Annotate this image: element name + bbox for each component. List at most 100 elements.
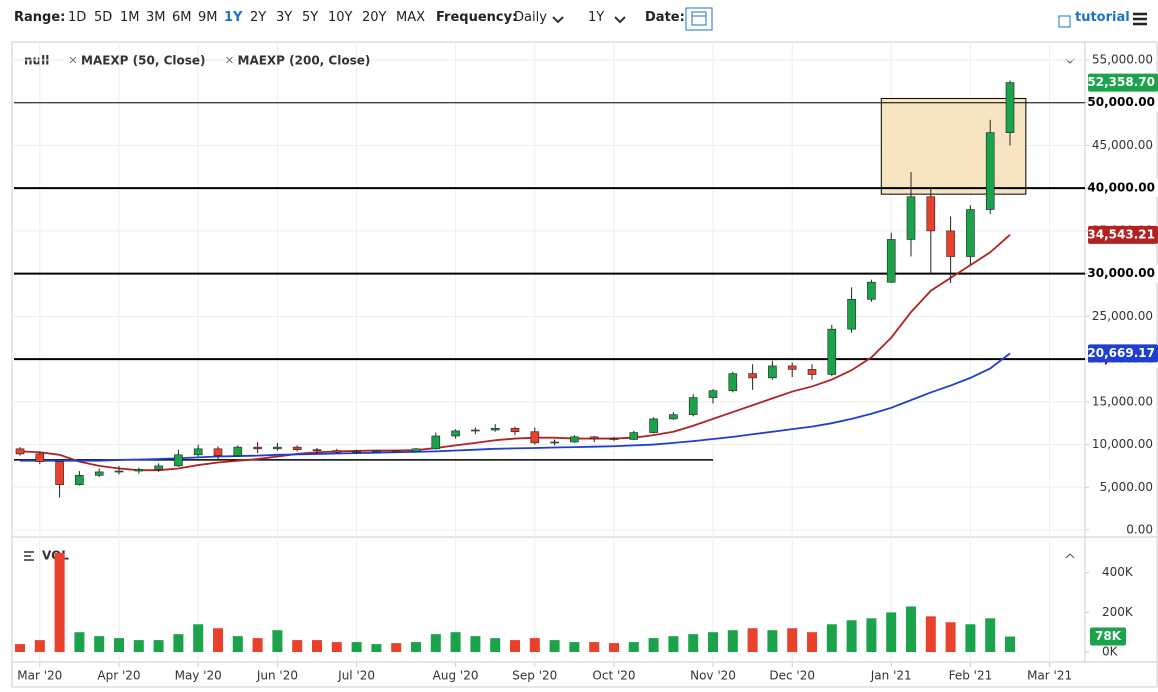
range-button[interactable]: 1M bbox=[120, 10, 140, 25]
volume-bar bbox=[252, 638, 263, 652]
volume-bar bbox=[767, 630, 778, 652]
range-button[interactable]: 9M bbox=[198, 10, 218, 25]
expand-icon[interactable] bbox=[1065, 553, 1075, 559]
candle-body bbox=[669, 414, 678, 420]
volume-bar bbox=[906, 606, 916, 652]
x-tick-label: Sep '20 bbox=[512, 669, 557, 683]
volume-bar bbox=[787, 628, 798, 652]
range-button[interactable]: 1D bbox=[68, 10, 87, 25]
candle-body bbox=[946, 230, 955, 257]
candle-body bbox=[134, 469, 144, 472]
legend-remove bbox=[69, 56, 77, 64]
volume-bar bbox=[34, 640, 45, 652]
candle-body bbox=[966, 209, 975, 257]
range-button[interactable]: 3M bbox=[146, 10, 166, 25]
volume-bar bbox=[490, 638, 501, 652]
y-tick-label: 55,000.00 bbox=[1092, 53, 1153, 67]
volume-bar bbox=[846, 620, 857, 652]
ma-tag-bg bbox=[1088, 344, 1158, 363]
x-tick-label: Nov '20 bbox=[690, 669, 736, 683]
candle-body bbox=[55, 461, 64, 486]
x-tick-label: Jun '20 bbox=[256, 669, 298, 683]
candle-body bbox=[708, 390, 718, 398]
candle-body bbox=[787, 365, 797, 370]
range-button[interactable]: 5Y bbox=[302, 10, 319, 25]
candle-body bbox=[490, 428, 500, 431]
x-tick-label: Mar '20 bbox=[17, 669, 62, 683]
range-button[interactable]: 2Y bbox=[250, 10, 267, 25]
candle-body bbox=[154, 465, 163, 470]
volume-bar bbox=[609, 643, 619, 652]
volume-bar bbox=[74, 632, 85, 652]
range-button[interactable]: 20Y bbox=[362, 10, 387, 25]
volume-bar bbox=[470, 636, 481, 652]
range-button[interactable]: MAX bbox=[396, 10, 426, 25]
x-tick-label: Jan '21 bbox=[870, 669, 912, 683]
range-button[interactable]: 1Y bbox=[224, 10, 243, 25]
candle-body bbox=[886, 239, 896, 283]
x-tick-label: Feb '21 bbox=[949, 669, 993, 683]
volume-bar bbox=[430, 634, 441, 652]
volume-bar bbox=[747, 628, 758, 652]
candle-body bbox=[649, 418, 658, 433]
candle-body bbox=[768, 365, 777, 379]
volume-bar bbox=[688, 634, 699, 652]
candle-body bbox=[807, 369, 817, 375]
x-tick-label: May '20 bbox=[175, 669, 222, 683]
candle-body bbox=[253, 446, 262, 450]
range-button[interactable]: 10Y bbox=[328, 10, 353, 25]
candle-body bbox=[372, 450, 381, 453]
volume-bar bbox=[153, 640, 164, 652]
volume-bar bbox=[371, 644, 382, 652]
volume-bar bbox=[292, 640, 303, 652]
calendar-button[interactable] bbox=[685, 7, 713, 31]
volume-bar bbox=[925, 616, 936, 652]
ma-tag: 20,669.17 bbox=[1087, 344, 1158, 363]
candle-body bbox=[213, 448, 223, 456]
volume-bar bbox=[133, 640, 144, 652]
price-tag-text: 52,358.70 bbox=[1087, 75, 1155, 89]
y-tick-label: 0.00 bbox=[1126, 523, 1153, 537]
level-tag-bg bbox=[1088, 179, 1158, 198]
range-button[interactable]: 3Y bbox=[276, 10, 293, 25]
range-button[interactable]: 5D bbox=[94, 10, 113, 25]
volume-bar bbox=[985, 618, 996, 652]
candle-body bbox=[451, 430, 460, 437]
candle-body bbox=[35, 453, 45, 462]
ma-tag: 34,543.21 bbox=[1087, 225, 1158, 244]
volume-bar bbox=[589, 642, 600, 652]
volume-bar bbox=[213, 628, 223, 652]
y-tick-label: 25,000.00 bbox=[1092, 309, 1153, 323]
ma-tag-bg bbox=[1088, 225, 1158, 244]
legend-entry: MAEXP (200, Close) bbox=[238, 54, 371, 68]
frequency-label: Frequency: bbox=[436, 10, 518, 25]
volume-bar bbox=[965, 624, 976, 652]
x-tick-label: Mar '21 bbox=[1027, 669, 1072, 683]
candle-body bbox=[985, 132, 995, 210]
volume-tag-bg bbox=[1090, 627, 1126, 646]
x-tick-label: Jul '20 bbox=[337, 669, 375, 683]
y-tick-label: 5,000.00 bbox=[1100, 480, 1153, 494]
y-tick-label: 10,000.00 bbox=[1092, 437, 1153, 451]
candle-body bbox=[174, 454, 183, 467]
frequency-select[interactable]: Daily bbox=[514, 10, 547, 25]
candle-body bbox=[570, 436, 579, 443]
range-button[interactable]: 6M bbox=[172, 10, 192, 25]
level-tag: 40,000.00 bbox=[1087, 179, 1158, 198]
candle-body bbox=[193, 448, 203, 456]
volume-tag: 78K bbox=[1090, 627, 1126, 646]
candle-body bbox=[352, 451, 361, 453]
ma-tag-text: 34,543.21 bbox=[1087, 227, 1155, 241]
candle-body bbox=[589, 436, 599, 439]
candle-body bbox=[411, 448, 421, 452]
interval-select[interactable]: 1Y bbox=[588, 10, 605, 25]
tutorial-link[interactable]: tutorial bbox=[1075, 10, 1130, 25]
candle-body bbox=[847, 298, 856, 330]
candle-body bbox=[510, 428, 520, 433]
ma-line bbox=[20, 352, 1011, 462]
x-tick-label: Apr '20 bbox=[97, 669, 140, 683]
date-label: Date: bbox=[645, 10, 685, 25]
candle-body bbox=[926, 196, 936, 232]
